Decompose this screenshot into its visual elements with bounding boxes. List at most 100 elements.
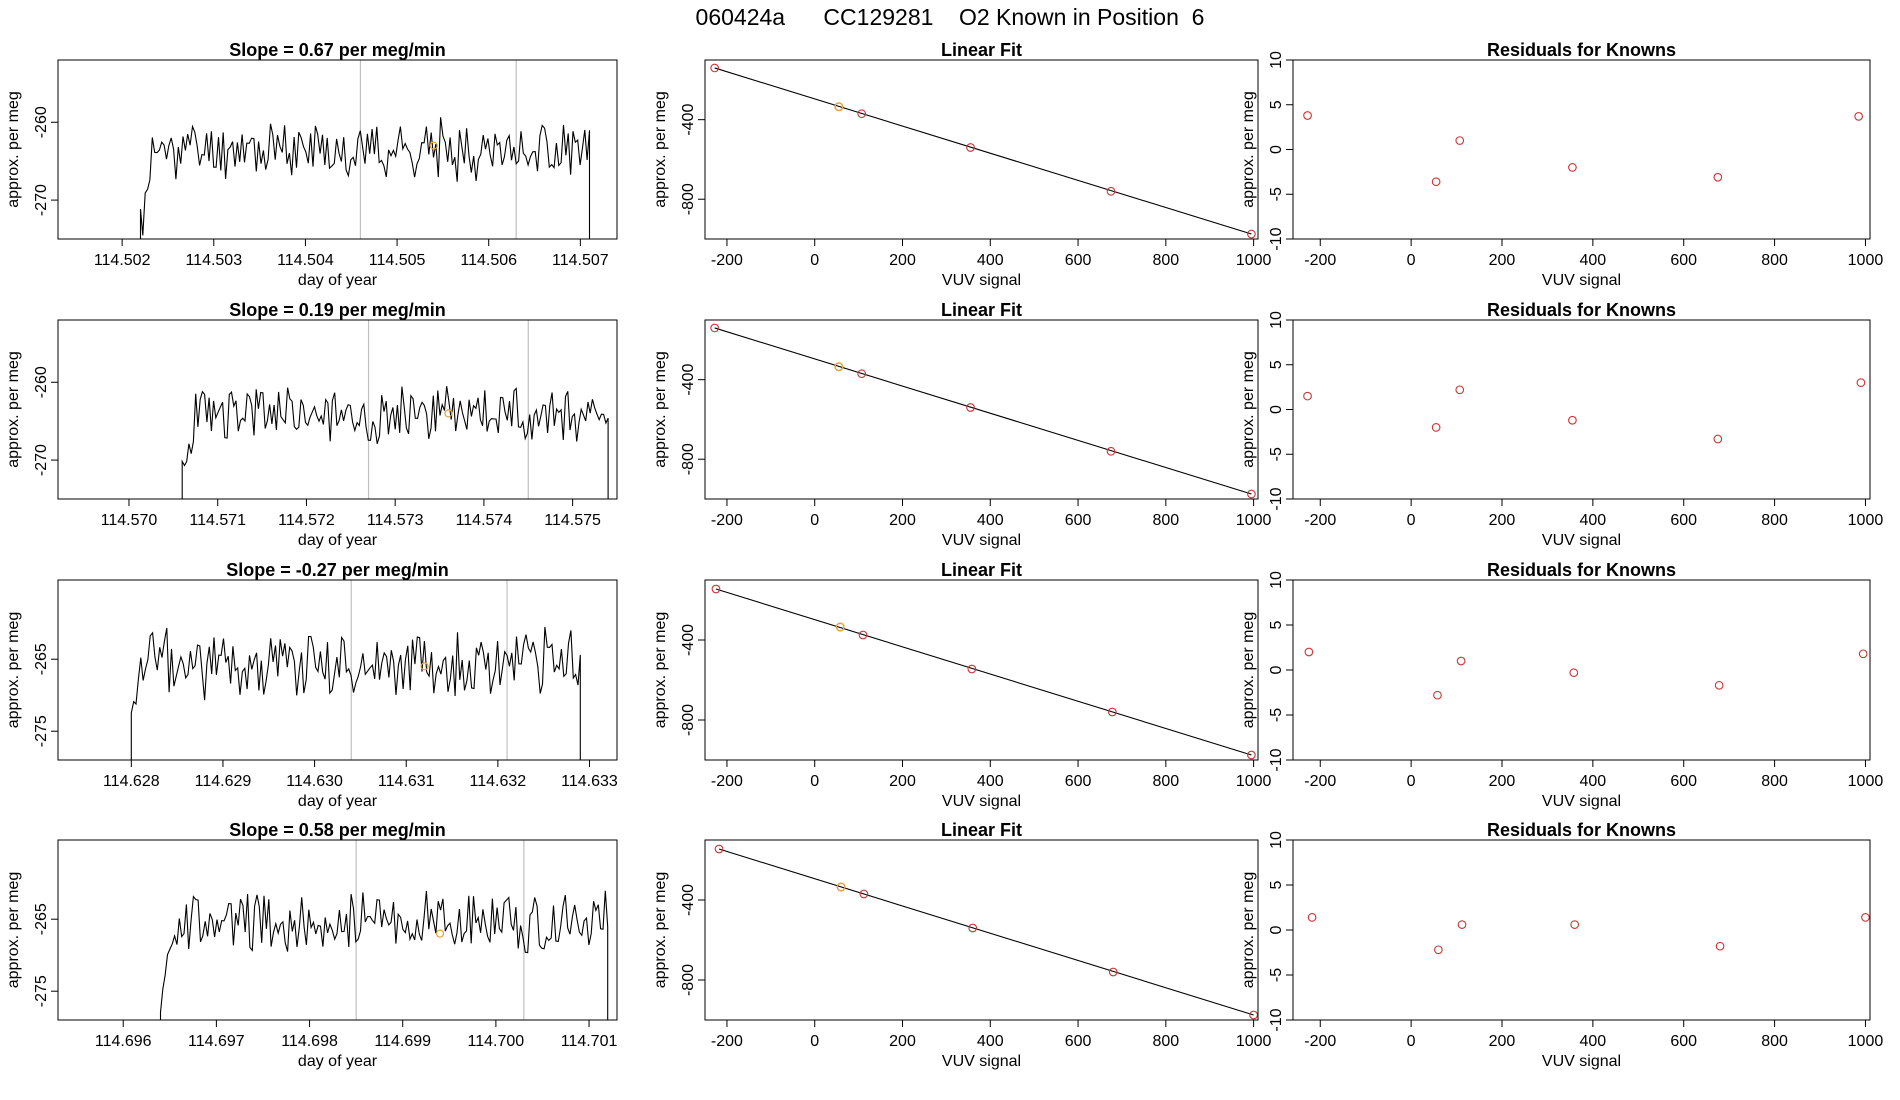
x-tick-label: 600 <box>1670 773 1697 790</box>
x-axis-label: VUV signal <box>942 272 1021 289</box>
y-tick-label: -10 <box>1268 487 1285 510</box>
x-tick-label: -200 <box>711 512 743 529</box>
data-point <box>1713 434 1723 444</box>
data-point <box>1455 136 1465 145</box>
plot-panel-7: Slope = -0.27 per meg/min 114.628 114.629 1… <box>5 560 618 810</box>
x-axis-label: day of year <box>298 1053 378 1070</box>
x-axis-label: day of year <box>298 532 378 549</box>
time-series-line <box>130 626 581 760</box>
time-series-line <box>139 117 591 239</box>
x-tick-label: 800 <box>1761 512 1788 529</box>
plot-frame <box>57 319 618 500</box>
y-tick-label: 10 <box>1268 831 1285 849</box>
y-axis-label: approx. per meg <box>1240 351 1257 468</box>
x-tick-label: 1000 <box>1236 252 1272 269</box>
plot-panel-6: Residuals for Knowns-200 0 200 400 600 800 100… <box>1240 300 1883 549</box>
y-axis-label: approx. per meg <box>1240 91 1257 208</box>
highlight-point <box>429 141 438 150</box>
x-axis-label: VUV signal <box>1542 793 1621 810</box>
y-tick-label: 0 <box>1268 665 1285 674</box>
x-tick-label: 200 <box>1489 252 1516 269</box>
data-point <box>1108 967 1118 977</box>
data-point <box>967 664 977 674</box>
highlight-point <box>835 622 845 632</box>
time-series-line <box>159 890 609 1020</box>
data-point <box>1307 913 1317 922</box>
plot-title: Linear Fit <box>941 300 1022 320</box>
x-tick-label: 1000 <box>1848 1033 1884 1050</box>
data-point <box>1303 111 1312 120</box>
y-tick-label: 5 <box>1268 360 1285 369</box>
x-tick-label: 114.632 <box>470 773 527 790</box>
y-tick-label: -800 <box>680 183 697 215</box>
data-point <box>1854 112 1863 121</box>
x-tick-label: 600 <box>1670 1033 1697 1050</box>
x-tick-label: 114.631 <box>378 773 435 790</box>
y-axis-label: approx. per meg <box>652 872 669 989</box>
x-tick-label: 200 <box>1489 1033 1516 1050</box>
x-tick-label: 200 <box>1489 512 1516 529</box>
time-series-line <box>181 386 609 499</box>
plot-title: Linear Fit <box>941 560 1022 580</box>
x-tick-label: 800 <box>1761 252 1788 269</box>
highlight-point <box>834 102 844 112</box>
y-tick-label: 10 <box>1268 571 1285 589</box>
y-tick-label: 0 <box>1268 925 1285 934</box>
x-tick-label: -200 <box>711 252 743 269</box>
x-tick-label: 600 <box>1065 773 1092 790</box>
x-axis-label: day of year <box>298 793 378 810</box>
x-tick-label: 1000 <box>1236 1033 1272 1050</box>
x-tick-label: 114.571 <box>189 512 246 529</box>
y-tick-label: -400 <box>680 884 697 916</box>
x-tick-label: 1000 <box>1236 773 1272 790</box>
y-axis-label: approx. per meg <box>5 872 22 989</box>
plot-frame <box>704 839 1259 1021</box>
x-tick-label: 200 <box>889 252 916 269</box>
x-tick-label: 1000 <box>1848 512 1884 529</box>
data-point <box>1715 941 1725 951</box>
data-point <box>1569 668 1579 678</box>
plot-title: Linear Fit <box>941 40 1022 60</box>
data-point <box>1303 391 1312 401</box>
highlight-point <box>420 662 429 671</box>
x-tick-label: 0 <box>810 252 819 269</box>
y-tick-label: 0 <box>1268 145 1285 154</box>
plot-title: Slope = 0.58 per meg/min <box>229 820 446 840</box>
y-tick-label: -270 <box>33 184 50 216</box>
y-tick-label: 10 <box>1268 311 1285 329</box>
data-point <box>857 109 867 119</box>
x-tick-label: 800 <box>1152 252 1179 269</box>
plot-title: Slope = 0.19 per meg/min <box>229 300 446 320</box>
y-tick-label: -800 <box>680 443 697 475</box>
y-tick-label: -400 <box>680 624 697 656</box>
y-tick-label: -260 <box>33 366 50 398</box>
fit-line <box>714 67 1252 235</box>
plot-title: Residuals for Knowns <box>1487 300 1676 320</box>
x-tick-label: -200 <box>711 1033 743 1050</box>
plot-title: Slope = 0.67 per meg/min <box>229 40 446 60</box>
data-point <box>711 584 721 594</box>
data-point <box>1457 920 1467 929</box>
y-tick-label: -10 <box>1268 748 1285 771</box>
data-point <box>1106 446 1116 456</box>
plot-panel-5: Linear Fit -200 0 200 400 600 800 1000 -800 -400 V… <box>652 300 1272 549</box>
plot-frame <box>57 59 618 240</box>
y-tick-label: 5 <box>1268 620 1285 629</box>
y-tick-label: 0 <box>1268 405 1285 414</box>
x-tick-label: 400 <box>1580 1033 1607 1050</box>
y-axis-label: approx. per meg <box>652 91 669 208</box>
y-tick-label: 5 <box>1268 100 1285 109</box>
plot-frame <box>1292 579 1871 761</box>
x-tick-label: 114.502 <box>94 252 151 269</box>
x-tick-label: 114.701 <box>561 1033 618 1050</box>
data-point <box>714 844 724 854</box>
x-tick-label: 114.574 <box>456 512 513 529</box>
data-point <box>1107 707 1117 717</box>
x-axis-label: day of year <box>298 272 378 289</box>
x-tick-label: -200 <box>1304 512 1336 529</box>
data-point <box>1568 163 1577 172</box>
plot-frame <box>704 579 1259 761</box>
x-tick-label: 400 <box>1580 512 1607 529</box>
plot-title: Residuals for Knowns <box>1487 560 1676 580</box>
